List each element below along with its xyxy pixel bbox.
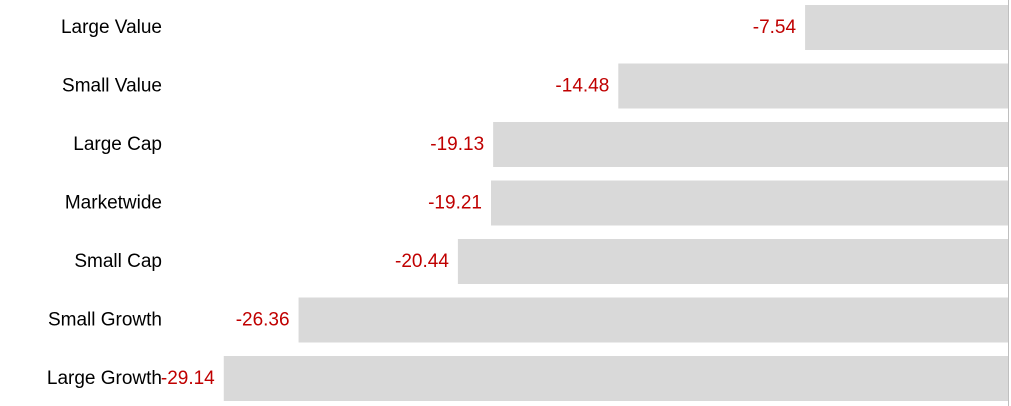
data-label: -20.44 (395, 251, 449, 272)
bars-group (223, 5, 1009, 401)
bar (618, 63, 1008, 109)
data-label: -26.36 (236, 310, 290, 331)
category-label: Large Value (61, 17, 162, 38)
category-label: Large Growth (47, 368, 162, 389)
bar (457, 239, 1008, 284)
value-labels-group: -7.54 -14.48 -19.13 -19.21 -20.44 -26.36 -29.1… (161, 17, 797, 389)
bar (223, 356, 1009, 401)
category-label: Small Value (62, 76, 162, 97)
bar (490, 180, 1008, 226)
category-label: Marketwide (65, 193, 162, 214)
category-label: Small Growth (48, 310, 162, 331)
category-label: Small Cap (74, 251, 162, 272)
category-label: Large Cap (73, 134, 162, 155)
data-label: -7.54 (753, 17, 797, 38)
bar (298, 297, 1008, 343)
data-label: -19.13 (430, 134, 484, 155)
data-label: -19.21 (428, 193, 482, 214)
category-labels-group: Large Value Small Value Large Cap Marketwid… (47, 17, 162, 389)
data-label: -14.48 (555, 76, 609, 97)
data-label: -29.14 (161, 368, 215, 389)
bar (493, 122, 1008, 167)
bar (805, 5, 1008, 50)
